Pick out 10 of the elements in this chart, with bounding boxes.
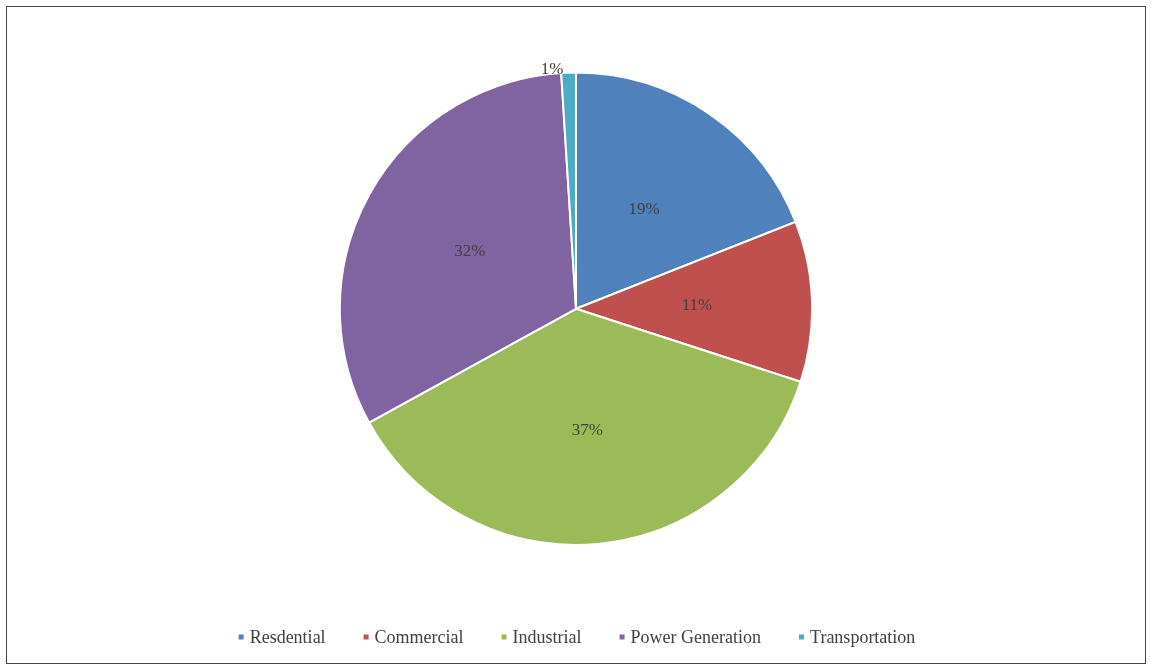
data-label: 1% — [540, 59, 564, 79]
legend-label: Resdential — [249, 627, 326, 647]
data-label: 32% — [454, 240, 486, 260]
data-label: 37% — [571, 419, 603, 439]
data-label: 11% — [681, 295, 713, 315]
data-label: 19% — [628, 199, 660, 219]
legend-label: Transportation — [810, 627, 916, 647]
legend-label: Commercial — [374, 627, 464, 647]
legend-label: Industrial — [512, 627, 582, 647]
legend-label: Power Generation — [630, 627, 762, 647]
